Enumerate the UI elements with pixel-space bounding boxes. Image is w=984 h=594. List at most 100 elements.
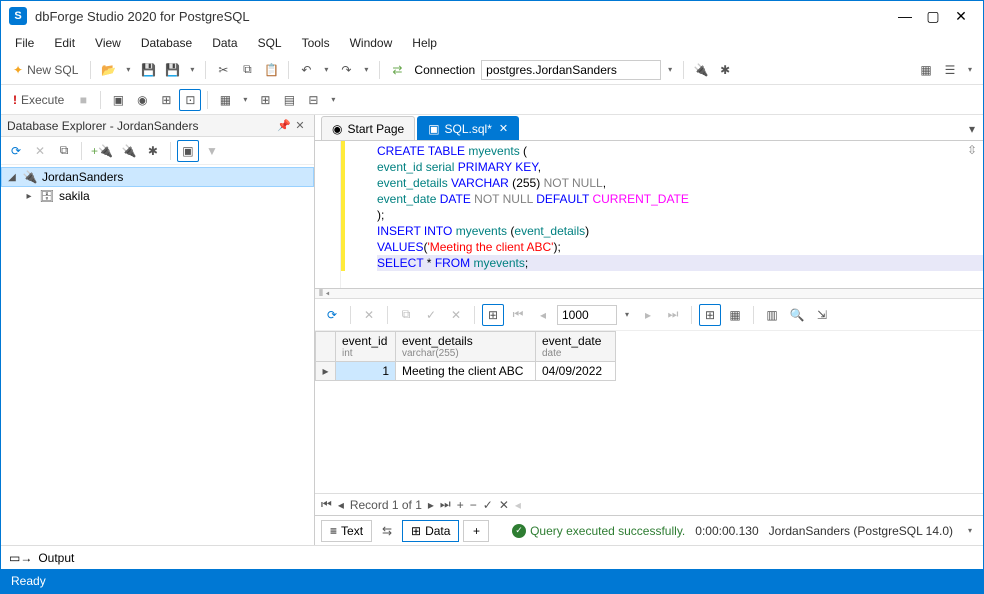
- grid-mode-icon[interactable]: ⊞: [699, 304, 721, 326]
- tree-child[interactable]: ▸ 🗄 sakila: [1, 187, 314, 205]
- col-event-details[interactable]: event_details varchar(255): [396, 332, 536, 362]
- col-event-date[interactable]: event_date date: [536, 332, 616, 362]
- collapse-icon[interactable]: ◢: [6, 172, 18, 183]
- tool-c[interactable]: ⊞: [155, 89, 177, 111]
- add-tab[interactable]: +: [463, 520, 489, 542]
- copy-button[interactable]: ⧉: [236, 59, 258, 81]
- menu-window[interactable]: Window: [340, 34, 403, 52]
- tab-sql[interactable]: ▣ SQL.sql* ✕: [417, 116, 519, 140]
- copy-icon[interactable]: ⧉: [53, 140, 75, 162]
- connection-dropdown[interactable]: ▾: [663, 65, 677, 74]
- new-sql-button[interactable]: ✦ New SQL: [7, 59, 84, 81]
- open-button[interactable]: 📂: [97, 59, 119, 81]
- tab-start-page[interactable]: ◉ Start Page: [321, 116, 415, 140]
- redo-button[interactable]: ↷: [335, 59, 357, 81]
- last-page-icon[interactable]: ⏭: [662, 304, 684, 326]
- filter-icon[interactable]: ▼: [201, 140, 223, 162]
- maximize-button[interactable]: ▢: [919, 6, 947, 26]
- refresh-icon[interactable]: ⟳: [5, 140, 27, 162]
- check-icon[interactable]: ✓: [420, 304, 442, 326]
- tool-e[interactable]: ▦: [214, 89, 236, 111]
- tree-root[interactable]: ◢ 🔌 JordanSanders: [1, 167, 314, 187]
- close-button[interactable]: ✕: [947, 6, 975, 26]
- options-button[interactable]: ☰: [939, 59, 961, 81]
- tool-h[interactable]: ⊟: [302, 89, 324, 111]
- plug-icon[interactable]: 🔌: [690, 59, 712, 81]
- save-button[interactable]: 💾: [137, 59, 159, 81]
- tool-a[interactable]: ▣: [107, 89, 129, 111]
- table-row[interactable]: ▸ 1 Meeting the client ABC 04/09/2022: [316, 362, 616, 381]
- disconn-icon[interactable]: 🔌: [118, 140, 140, 162]
- commit-icon[interactable]: ⧉: [395, 304, 417, 326]
- nav-add-icon[interactable]: +: [457, 498, 464, 512]
- minimize-button[interactable]: —: [891, 6, 919, 26]
- columns-icon[interactable]: ▥: [761, 304, 783, 326]
- page-size-dropdown[interactable]: ▾: [620, 310, 634, 319]
- menu-file[interactable]: File: [5, 34, 44, 52]
- undo-button[interactable]: ↶: [295, 59, 317, 81]
- tool-g[interactable]: ▤: [278, 89, 300, 111]
- menu-database[interactable]: Database: [131, 34, 202, 52]
- find-icon[interactable]: 🔍: [786, 304, 808, 326]
- nav-next-icon[interactable]: ▸: [428, 498, 434, 512]
- nav-remove-icon[interactable]: −: [470, 498, 477, 512]
- cancel-icon[interactable]: ✕: [445, 304, 467, 326]
- tab-menu-icon[interactable]: ▾: [961, 118, 983, 140]
- export-icon[interactable]: ⇲: [811, 304, 833, 326]
- pin-icon[interactable]: 📌: [276, 119, 292, 132]
- grid-view-icon[interactable]: ⊞: [482, 304, 504, 326]
- first-page-icon[interactable]: ⏮: [507, 304, 529, 326]
- sql-editor[interactable]: CREATE TABLE myevents (event_id serial P…: [315, 141, 983, 289]
- refresh-results-icon[interactable]: ⟳: [321, 304, 343, 326]
- star-conn-icon[interactable]: ✱: [142, 140, 164, 162]
- splitter[interactable]: ⦀ ◂: [315, 289, 983, 299]
- menu-sql[interactable]: SQL: [248, 34, 292, 52]
- panel-close-icon[interactable]: ✕: [292, 119, 308, 132]
- nav-last-icon[interactable]: ⏭: [440, 497, 451, 512]
- menu-help[interactable]: Help: [402, 34, 447, 52]
- nav-first-icon[interactable]: ⏮: [321, 497, 332, 512]
- data-tab[interactable]: ⊞ Data: [402, 520, 459, 542]
- expand-icon[interactable]: ▸: [23, 191, 35, 202]
- editor-split-icon[interactable]: ⇳: [967, 143, 981, 157]
- nav-cancel-icon[interactable]: ✕: [499, 498, 509, 512]
- connection-select[interactable]: [481, 60, 661, 80]
- prev-page-icon[interactable]: ◂: [532, 304, 554, 326]
- unplug-icon[interactable]: ✱: [714, 59, 736, 81]
- code-area[interactable]: CREATE TABLE myevents (event_id serial P…: [341, 141, 983, 288]
- tool-d[interactable]: ⊡: [179, 89, 201, 111]
- cell-event-id[interactable]: 1: [336, 362, 396, 381]
- view-mode-icon[interactable]: ▣: [177, 140, 199, 162]
- cut-button[interactable]: ✂: [212, 59, 234, 81]
- save-all-button[interactable]: 💾: [161, 59, 183, 81]
- sync-icon[interactable]: ⇆: [376, 520, 398, 542]
- tool-f[interactable]: ⊞: [254, 89, 276, 111]
- results-grid[interactable]: event_id int event_details varchar(255) …: [315, 331, 983, 493]
- menu-tools[interactable]: Tools: [292, 34, 340, 52]
- col-event-id[interactable]: event_id int: [336, 332, 396, 362]
- next-page-icon[interactable]: ▸: [637, 304, 659, 326]
- layout-button[interactable]: ▦: [915, 59, 937, 81]
- stop-button[interactable]: ■: [72, 89, 94, 111]
- cell-event-date[interactable]: 04/09/2022: [536, 362, 616, 381]
- paste-button[interactable]: 📋: [260, 59, 282, 81]
- output-bar[interactable]: ▭→ Output: [1, 545, 983, 569]
- delete-icon[interactable]: ✕: [29, 140, 51, 162]
- page-size-input[interactable]: [557, 305, 617, 325]
- execute-button[interactable]: ! Execute: [7, 89, 70, 111]
- menu-view[interactable]: View: [85, 34, 131, 52]
- tab-close-icon[interactable]: ✕: [499, 122, 508, 135]
- menu-data[interactable]: Data: [202, 34, 247, 52]
- status-dropdown[interactable]: ▾: [963, 526, 977, 535]
- delete-row-icon[interactable]: ✕: [358, 304, 380, 326]
- menu-edit[interactable]: Edit: [44, 34, 85, 52]
- text-tab[interactable]: ≡ Text: [321, 520, 372, 542]
- new-conn-icon[interactable]: +🔌: [88, 140, 116, 162]
- cell-event-details[interactable]: Meeting the client ABC: [396, 362, 536, 381]
- tool-b[interactable]: ◉: [131, 89, 153, 111]
- card-mode-icon[interactable]: ▦: [724, 304, 746, 326]
- connect-icon[interactable]: ⇄: [386, 59, 408, 81]
- nav-commit-icon[interactable]: ✓: [483, 498, 493, 512]
- nav-prev-icon[interactable]: ◂: [338, 498, 344, 512]
- tab-label: Start Page: [347, 122, 404, 136]
